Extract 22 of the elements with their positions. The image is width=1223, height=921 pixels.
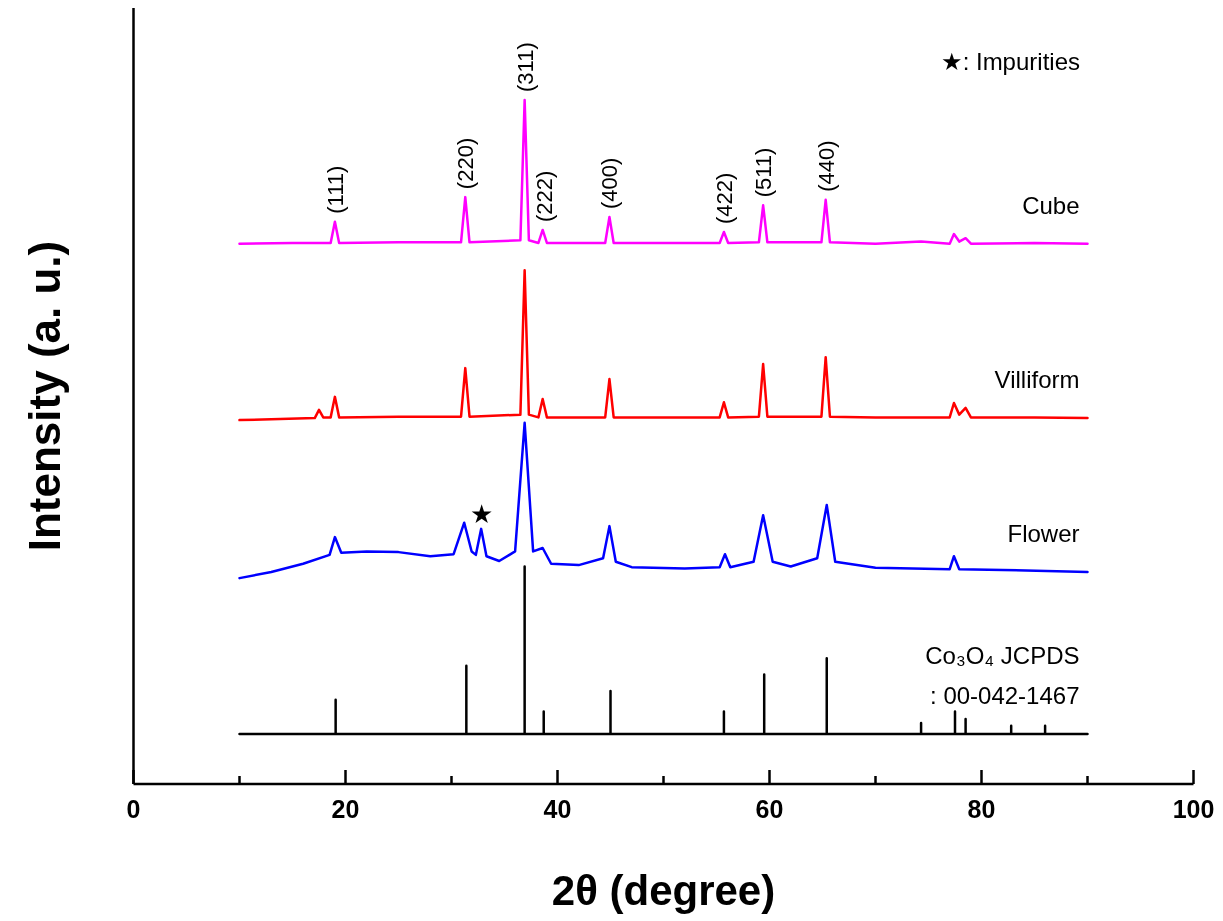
x-tick-label: 40 <box>543 795 572 823</box>
x-tick-label: 0 <box>126 795 141 823</box>
annotation: (422) <box>711 172 737 225</box>
x-tick-label: 80 <box>967 795 996 823</box>
x-axis-title: 2θ (degree) <box>551 867 776 914</box>
annotation: (440) <box>813 140 839 192</box>
series-label: Cube <box>1022 191 1080 219</box>
annotation: (511) <box>751 147 777 198</box>
annotation: (400) <box>597 157 623 209</box>
series-label: Villiform <box>994 366 1080 394</box>
annotation: (311) <box>512 42 538 92</box>
text: ★: Impurities <box>940 48 1080 75</box>
series-label: Co₃O₄ JCPDS : 00-042-1467 <box>925 642 1080 710</box>
y-axis-title: Intensity (a. u.) <box>20 240 69 552</box>
series-label: Flower <box>1007 519 1080 547</box>
annotation: (111) <box>322 165 348 214</box>
x-tick-label: 100 <box>1172 795 1215 823</box>
x-tick-label: 20 <box>331 795 360 823</box>
x-tick-label: 60 <box>755 795 784 823</box>
annotation: (222) <box>531 170 557 222</box>
annotation: (220) <box>453 137 479 190</box>
annotation: ★ <box>469 498 493 529</box>
